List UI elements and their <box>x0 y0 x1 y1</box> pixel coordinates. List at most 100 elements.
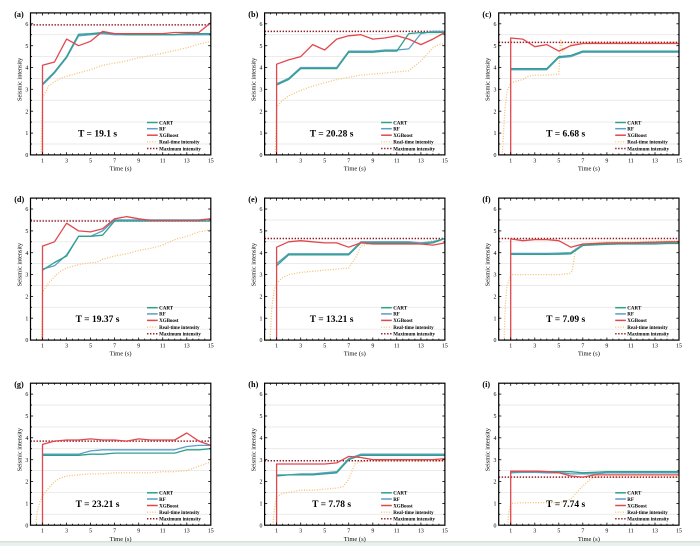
svg-text:3: 3 <box>25 273 28 279</box>
svg-text:4: 4 <box>25 436 28 442</box>
svg-text:4: 4 <box>259 251 262 257</box>
svg-text:0: 0 <box>25 153 28 159</box>
svg-text:1: 1 <box>509 158 512 164</box>
svg-text:5: 5 <box>557 158 560 164</box>
svg-text:13: 13 <box>184 158 190 164</box>
svg-text:Maximum intensity: Maximum intensity <box>159 518 201 523</box>
svg-text:Time (s): Time (s) <box>344 351 366 358</box>
svg-text:2: 2 <box>494 480 497 486</box>
svg-text:11: 11 <box>628 158 634 164</box>
svg-text:7: 7 <box>113 529 116 535</box>
svg-text:6: 6 <box>259 22 262 28</box>
svg-text:2: 2 <box>494 295 497 301</box>
svg-text:3: 3 <box>25 458 28 464</box>
svg-text:7: 7 <box>347 529 350 535</box>
svg-text:Maximum intensity: Maximum intensity <box>393 518 435 523</box>
svg-text:(g): (g) <box>14 380 24 389</box>
svg-text:CART: CART <box>627 307 642 312</box>
svg-text:(b): (b) <box>248 10 258 19</box>
svg-text:(h): (h) <box>248 380 258 389</box>
svg-text:15: 15 <box>208 344 214 350</box>
svg-text:0: 0 <box>259 338 262 344</box>
svg-text:T = 20.28 s: T = 20.28 s <box>310 130 354 140</box>
svg-text:0: 0 <box>494 153 497 159</box>
svg-text:XGBoost: XGBoost <box>627 504 647 509</box>
svg-text:XGBoost: XGBoost <box>159 134 179 139</box>
svg-text:XGBoost: XGBoost <box>393 134 413 139</box>
svg-text:RF: RF <box>159 313 166 318</box>
svg-text:4: 4 <box>25 251 28 257</box>
svg-text:3: 3 <box>533 158 536 164</box>
svg-text:11: 11 <box>628 344 634 350</box>
svg-text:(f): (f) <box>482 195 490 204</box>
svg-text:(c): (c) <box>482 10 491 19</box>
svg-text:6: 6 <box>259 392 262 398</box>
svg-text:15: 15 <box>442 344 448 350</box>
svg-text:Real-time intensity: Real-time intensity <box>393 511 434 516</box>
svg-text:1: 1 <box>41 344 44 350</box>
svg-text:9: 9 <box>371 158 374 164</box>
svg-text:XGBoost: XGBoost <box>159 319 179 324</box>
svg-text:9: 9 <box>137 344 140 350</box>
svg-text:5: 5 <box>557 344 560 350</box>
svg-text:RF: RF <box>627 313 634 318</box>
svg-text:Time (s): Time (s) <box>344 536 366 543</box>
svg-text:T = 13.21 s: T = 13.21 s <box>310 315 354 325</box>
svg-text:CART: CART <box>393 492 408 497</box>
svg-text:6: 6 <box>25 392 28 398</box>
svg-text:Real-time intensity: Real-time intensity <box>159 141 200 146</box>
svg-text:3: 3 <box>65 158 68 164</box>
svg-text:(i): (i) <box>482 380 490 389</box>
svg-text:7: 7 <box>581 158 584 164</box>
svg-text:2: 2 <box>259 480 262 486</box>
svg-text:1: 1 <box>41 529 44 535</box>
svg-text:11: 11 <box>160 344 166 350</box>
svg-text:Maximum intensity: Maximum intensity <box>393 147 435 152</box>
svg-text:6: 6 <box>494 392 497 398</box>
svg-text:1: 1 <box>41 158 44 164</box>
svg-text:1: 1 <box>25 316 28 322</box>
svg-text:CART: CART <box>627 121 642 126</box>
svg-text:2: 2 <box>25 480 28 486</box>
svg-text:3: 3 <box>259 458 262 464</box>
svg-text:(e): (e) <box>248 195 257 204</box>
svg-text:4: 4 <box>25 66 28 72</box>
svg-text:T = 7.74 s: T = 7.74 s <box>546 500 585 510</box>
svg-text:5: 5 <box>89 158 92 164</box>
svg-text:1: 1 <box>275 529 278 535</box>
svg-text:9: 9 <box>605 158 608 164</box>
svg-text:13: 13 <box>184 344 190 350</box>
svg-text:3: 3 <box>533 344 536 350</box>
svg-text:RF: RF <box>627 128 634 133</box>
svg-text:11: 11 <box>394 158 400 164</box>
svg-text:Maximum intensity: Maximum intensity <box>159 333 201 338</box>
svg-text:13: 13 <box>418 158 424 164</box>
svg-text:Time (s): Time (s) <box>110 166 132 173</box>
svg-text:7: 7 <box>581 344 584 350</box>
svg-text:Maximum intensity: Maximum intensity <box>159 147 201 152</box>
svg-text:15: 15 <box>676 529 682 535</box>
svg-text:7: 7 <box>347 344 350 350</box>
svg-text:5: 5 <box>89 529 92 535</box>
svg-text:Real-time intensity: Real-time intensity <box>627 141 668 146</box>
svg-text:2: 2 <box>25 109 28 115</box>
svg-text:Seismic intensity: Seismic intensity <box>17 57 24 101</box>
svg-text:3: 3 <box>259 273 262 279</box>
svg-text:XGBoost: XGBoost <box>159 504 179 509</box>
svg-text:7: 7 <box>347 158 350 164</box>
svg-text:13: 13 <box>652 529 658 535</box>
svg-text:7: 7 <box>113 344 116 350</box>
svg-text:T = 7.78 s: T = 7.78 s <box>312 500 351 510</box>
svg-text:1: 1 <box>494 131 497 137</box>
svg-text:3: 3 <box>299 344 302 350</box>
svg-text:1: 1 <box>259 131 262 137</box>
svg-text:1: 1 <box>509 529 512 535</box>
svg-text:2: 2 <box>494 109 497 115</box>
svg-text:7: 7 <box>581 529 584 535</box>
svg-text:Real-time intensity: Real-time intensity <box>159 511 200 516</box>
svg-text:4: 4 <box>259 66 262 72</box>
svg-text:CART: CART <box>159 121 174 126</box>
svg-text:3: 3 <box>25 87 28 93</box>
svg-text:T = 19.1 s: T = 19.1 s <box>78 130 117 140</box>
svg-text:T = 19.37 s: T = 19.37 s <box>76 315 120 325</box>
